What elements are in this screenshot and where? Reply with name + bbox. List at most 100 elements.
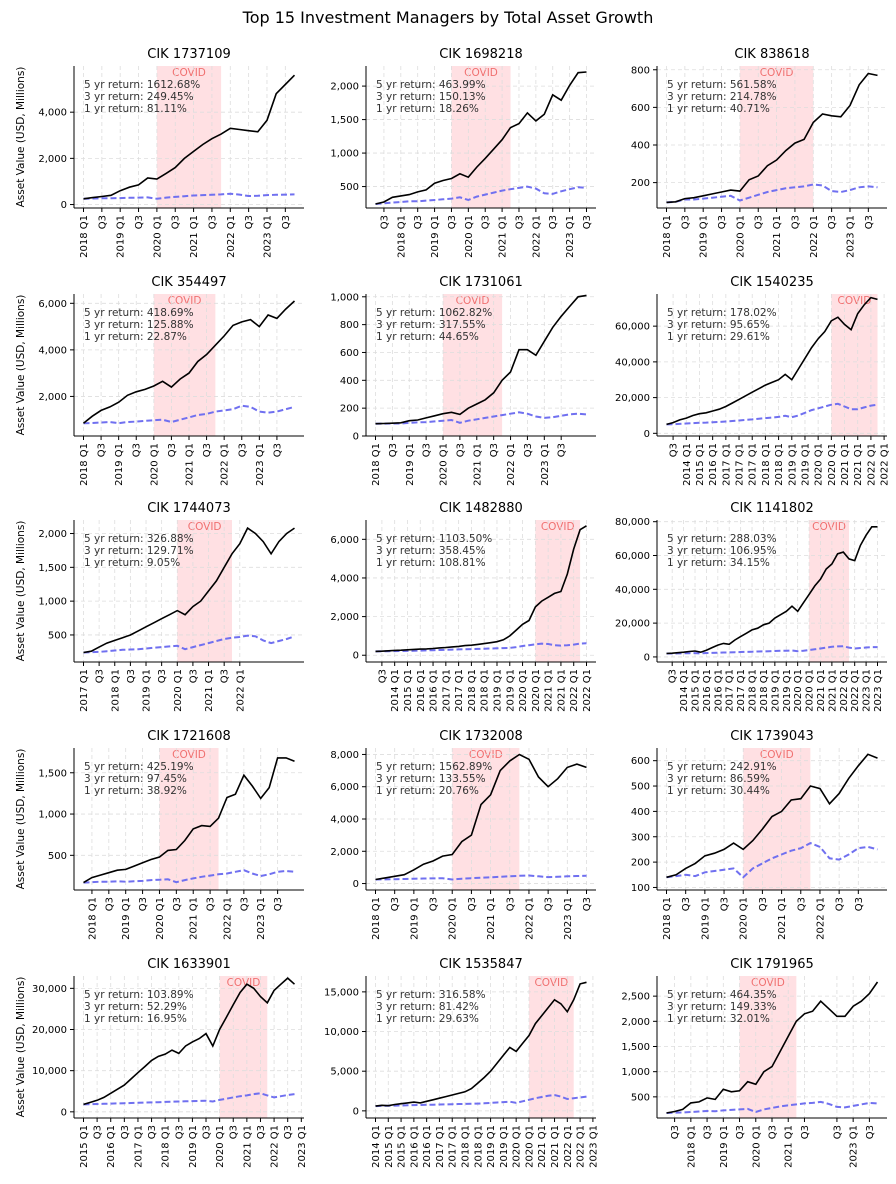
x-tick-label: 2019 Q1 — [782, 669, 793, 712]
covid-band — [153, 294, 216, 436]
x-tick-label: 2019 Q1 — [699, 215, 710, 258]
return-annotation: 3 yr return: 150.13% — [376, 91, 486, 103]
y-tick-label: 600 — [340, 348, 359, 359]
y-tick-label: 500 — [48, 630, 67, 641]
x-tick-label: Q3 — [523, 443, 534, 457]
x-tick-label: 2018 Q1 — [473, 1125, 484, 1168]
x-tick-label: 2016 Q1 — [416, 669, 427, 712]
figure-title: Top 15 Investment Managers by Total Asse… — [242, 8, 654, 27]
return-annotation: 3 yr return: 95.65% — [667, 319, 770, 331]
return-annotation: 5 yr return: 561.58% — [667, 79, 777, 91]
return-annotation: 3 yr return: 317.55% — [376, 319, 486, 331]
x-tick-label: 2017 Q1 — [448, 1125, 459, 1168]
panel-title: CIK 1732008 — [439, 729, 522, 744]
covid-band — [809, 520, 849, 662]
x-tick-label: 2021 Q1 — [556, 669, 567, 712]
panel-title: CIK 354497 — [151, 275, 226, 290]
return-annotation: 5 yr return: 316.58% — [376, 989, 486, 1001]
x-tick-label: Q3 — [229, 1125, 240, 1139]
x-tick-label: Q3 — [273, 897, 284, 911]
x-tick-label: 2021 Q1 — [185, 443, 196, 486]
y-tick-label: 200 — [631, 858, 650, 869]
x-tick-label: Q3 — [120, 1125, 131, 1139]
y-tick-label: 500 — [631, 782, 650, 793]
y-tick-label: 1,500 — [330, 115, 359, 126]
covid-label: COVID — [760, 749, 794, 761]
x-tick-label: 2020 Q1 — [735, 215, 746, 258]
panel-title: CIK 1721608 — [147, 729, 230, 744]
panel-title: CIK 1482880 — [439, 501, 522, 516]
y-tick-label: 0 — [61, 200, 67, 211]
y-tick-label: 6,000 — [330, 535, 359, 546]
x-tick-label: 2018 Q1 — [662, 215, 673, 258]
panel-title: CIK 1633901 — [147, 957, 230, 972]
x-tick-label: Q3 — [207, 215, 218, 229]
return-annotation: 1 yr return: 18.26% — [376, 103, 479, 115]
return-annotation: 1 yr return: 29.61% — [667, 331, 770, 343]
y-tick-label: 2,000 — [330, 847, 359, 858]
x-tick-label: 2018 Q1 — [87, 897, 98, 940]
return-annotation: 1 yr return: 81.11% — [84, 103, 187, 115]
x-tick-label: Q3 — [758, 897, 769, 911]
x-tick-label: Q3 — [681, 897, 692, 911]
x-tick-label: 2020 Q1 — [439, 443, 450, 486]
covid-label: COVID — [469, 749, 503, 761]
benchmark-line — [666, 183, 878, 204]
return-annotation: 1 yr return: 20.76% — [376, 785, 479, 797]
covid-band — [528, 976, 574, 1118]
y-tick-label: 100 — [631, 883, 650, 894]
panel-10: COVID 0 2,000 4,000 6,000 8,000 2018 Q1 Q3 2019 … — [330, 729, 596, 940]
x-tick-label: 2021 Q1 — [204, 669, 215, 712]
x-tick-label: 2021 Q1 — [816, 669, 827, 712]
return-annotation: 1 yr return: 29.63% — [376, 1013, 479, 1025]
primary-line — [375, 71, 587, 205]
return-annotation: 5 yr return: 1612.68% — [84, 79, 200, 91]
x-tick-label: Q3 — [557, 443, 568, 457]
y-tick-label: 0 — [644, 652, 650, 663]
x-tick-label: 2015 Q1 — [397, 1125, 408, 1168]
return-annotation: 1 yr return: 32.01% — [667, 1013, 770, 1025]
x-tick-label: 2019 Q1 — [700, 897, 711, 940]
primary-line — [83, 977, 296, 1106]
y-tick-label: 6,000 — [38, 299, 67, 310]
covid-label: COVID — [172, 749, 206, 761]
y-tick-label: 1,000 — [621, 1067, 650, 1078]
y-tick-label: 6,000 — [330, 782, 359, 793]
x-tick-label: 2023 Q1 — [540, 443, 551, 486]
x-tick-label: Q3 — [379, 215, 390, 229]
x-tick-label: Q3 — [832, 1125, 843, 1139]
x-tick-label: 2018 Q1 — [480, 669, 491, 712]
x-tick-label: Q3 — [669, 443, 680, 457]
x-tick-label: Q3 — [157, 669, 168, 683]
x-tick-label: 2018 Q1 — [161, 1125, 172, 1168]
x-tick-label: Q3 — [104, 897, 115, 911]
y-tick-label: 5,000 — [330, 1067, 359, 1078]
x-tick-label: 2023 Q1 — [565, 215, 576, 258]
y-tick-label: 400 — [631, 140, 650, 151]
x-tick-label: 2021 Q1 — [189, 897, 200, 940]
x-tick-label: Q3 — [202, 443, 213, 457]
x-tick-label: Q3 — [93, 1125, 104, 1139]
x-tick-label: Q3 — [514, 215, 525, 229]
x-tick-label: Q3 — [864, 215, 875, 229]
x-tick-label: 2015 Q1 — [79, 1125, 90, 1168]
x-tick-label: 2020 Q1 — [524, 1125, 535, 1168]
x-tick-label: Q3 — [735, 1125, 746, 1139]
y-tick-label: 1,500 — [38, 563, 67, 574]
covid-band — [177, 520, 232, 662]
primary-line — [666, 981, 879, 1114]
covid-band — [156, 66, 222, 208]
covid-label: COVID — [172, 67, 206, 79]
x-tick-label: Q3 — [390, 897, 401, 911]
x-tick-label: 2016 Q1 — [409, 1125, 420, 1168]
return-annotation: 5 yr return: 288.03% — [667, 533, 777, 545]
y-tick-label: 20,000 — [32, 1025, 67, 1036]
return-annotation: 3 yr return: 106.95% — [667, 545, 777, 557]
y-tick-label: 0 — [61, 1107, 67, 1118]
x-tick-label: 2021 Q1 — [189, 215, 200, 258]
primary-line — [83, 300, 296, 424]
x-tick-label: Q3 — [171, 215, 182, 229]
x-tick-label: Q3 — [174, 1125, 185, 1139]
y-tick-label: 2,000 — [330, 612, 359, 623]
